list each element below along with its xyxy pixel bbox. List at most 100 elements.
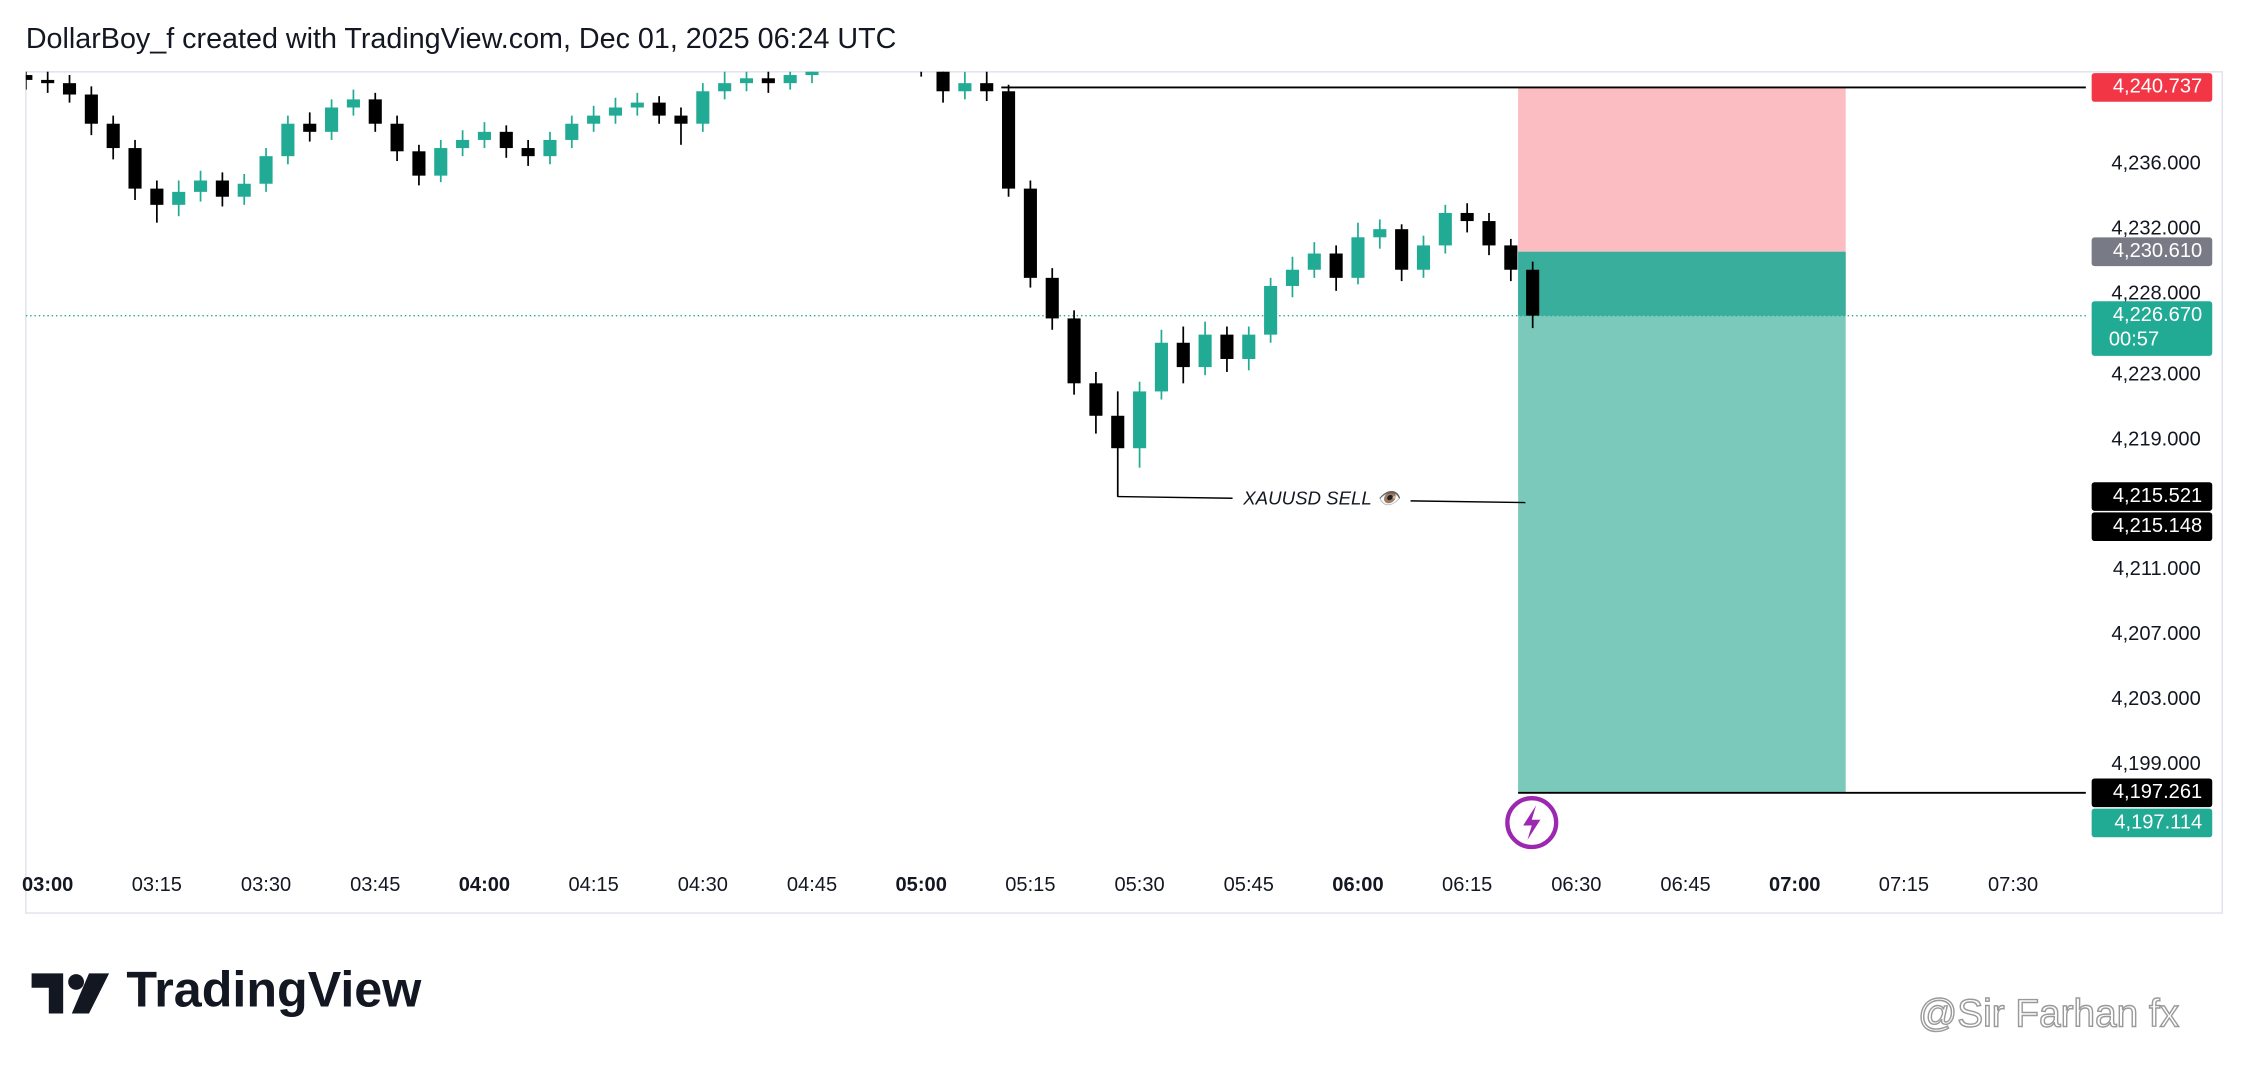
candle-body <box>412 151 426 176</box>
candle-body <box>608 107 623 116</box>
price-label: 4,215.148 <box>2113 515 2202 537</box>
candle-body <box>62 83 77 95</box>
price-label: 4,226.670 <box>2113 304 2202 326</box>
price-label-box <box>2091 808 2213 838</box>
candle-body <box>718 83 732 92</box>
candle-body <box>1242 334 1256 359</box>
candle-body <box>303 123 317 132</box>
y-tick-label: 4,211.000 <box>2113 558 2201 580</box>
price-label-box <box>2091 301 2213 356</box>
candle-body <box>84 94 98 124</box>
price-label: 4,197.261 <box>2113 781 2202 803</box>
candle-body <box>172 191 186 205</box>
candle-body <box>106 123 120 149</box>
candle-body <box>499 131 513 149</box>
candle-body <box>958 83 972 92</box>
y-tick-label: 4,236.000 <box>2111 153 2200 175</box>
x-tick-label: 07:30 <box>1988 874 2038 896</box>
x-tick-label: 06:00 <box>1332 874 1383 896</box>
x-tick-label: 04:00 <box>459 874 510 896</box>
candle-body <box>25 75 33 80</box>
candle-body <box>1089 383 1103 416</box>
candle-body <box>1285 269 1300 286</box>
x-tick-label: 03:30 <box>241 874 291 896</box>
candle-body <box>805 71 819 76</box>
candle-body <box>521 148 535 157</box>
candle-body <box>477 131 491 140</box>
candle-body <box>390 123 404 152</box>
candle-body <box>1526 269 1540 316</box>
candle-body <box>739 78 754 84</box>
candle-body <box>346 99 360 108</box>
candle-body <box>1133 391 1147 449</box>
x-tick-label: 06:45 <box>1660 874 1710 896</box>
candle-body <box>1395 229 1409 270</box>
candle-body <box>543 139 557 157</box>
candle-body <box>1002 91 1016 189</box>
candle-body <box>1373 229 1387 238</box>
candle-body <box>1460 212 1474 222</box>
candle-body <box>783 75 797 84</box>
price-label: 4,240.737 <box>2113 76 2202 98</box>
price-label-box <box>2091 512 2213 542</box>
candle-body <box>237 183 251 197</box>
annotation-line <box>1117 495 1233 499</box>
candle-body <box>1111 415 1125 449</box>
y-tick-label: 4,207.000 <box>2111 623 2200 645</box>
price-label-box <box>2091 482 2213 511</box>
x-tick-label: 04:30 <box>678 874 728 896</box>
brand: TradingView <box>126 962 422 1018</box>
candle-body <box>1416 245 1431 270</box>
countdown: 00:57 <box>2109 328 2159 350</box>
candle-body <box>936 71 950 92</box>
x-tick-label: 04:45 <box>787 874 837 896</box>
candle-body <box>1438 212 1452 246</box>
x-tick-label: 07:15 <box>1879 874 1929 896</box>
candle-body <box>281 123 295 157</box>
x-tick-label: 06:30 <box>1551 874 1601 896</box>
candle-body <box>1176 342 1190 368</box>
price-label-box <box>2091 778 2213 808</box>
annotation-text: XAUUSD SELL 👁️ <box>1242 487 1402 508</box>
candle-body <box>1023 188 1037 278</box>
price-label-box <box>2091 237 2213 267</box>
candle-body <box>456 139 470 149</box>
y-tick-label: 4,223.000 <box>2111 364 2200 386</box>
y-tick-label: 4,203.000 <box>2111 688 2200 710</box>
candle-body <box>1307 253 1321 270</box>
candle-body <box>915 51 928 67</box>
candle-body <box>1154 342 1168 392</box>
watermark: @Sir Farhan fx <box>1918 993 2179 1036</box>
x-tick-label: 06:15 <box>1442 874 1492 896</box>
alert-icon <box>1505 796 1559 850</box>
target-zone <box>1518 251 1846 793</box>
price-label-box <box>2091 73 2213 102</box>
y-tick-label: 4,232.000 <box>2111 217 2200 239</box>
candle-body <box>150 188 164 205</box>
candle-body <box>1067 318 1081 384</box>
x-tick-label: 05:45 <box>1224 874 1274 896</box>
candle-body <box>1220 334 1234 359</box>
plot-area: XAUUSD SELL 👁️ <box>25 51 2086 794</box>
candle-body <box>325 107 339 132</box>
axes: 4,236.000 4,232.000 4,228.000 4,223.000 4,21… <box>22 73 2213 896</box>
candle-body <box>259 156 273 184</box>
candle-body <box>434 148 448 176</box>
x-tick-label: 05:30 <box>1114 874 1164 896</box>
y-tick-label: 4,219.000 <box>2111 428 2200 450</box>
candle-body <box>652 102 666 116</box>
candle-body <box>674 115 688 124</box>
x-tick-label: 03:15 <box>132 874 182 896</box>
x-tick-label: 05:15 <box>1005 874 1055 896</box>
candle-body <box>1329 253 1343 278</box>
candle-body <box>980 83 994 92</box>
y-tick-label: 4,228.000 <box>2111 282 2200 304</box>
candle-body <box>1045 277 1059 319</box>
x-tick-label: 03:45 <box>350 874 400 896</box>
y-tick-label: 4,199.000 <box>2111 753 2200 775</box>
candle-body <box>193 180 208 192</box>
active-zone <box>1518 251 1846 316</box>
frame <box>25 71 2224 914</box>
